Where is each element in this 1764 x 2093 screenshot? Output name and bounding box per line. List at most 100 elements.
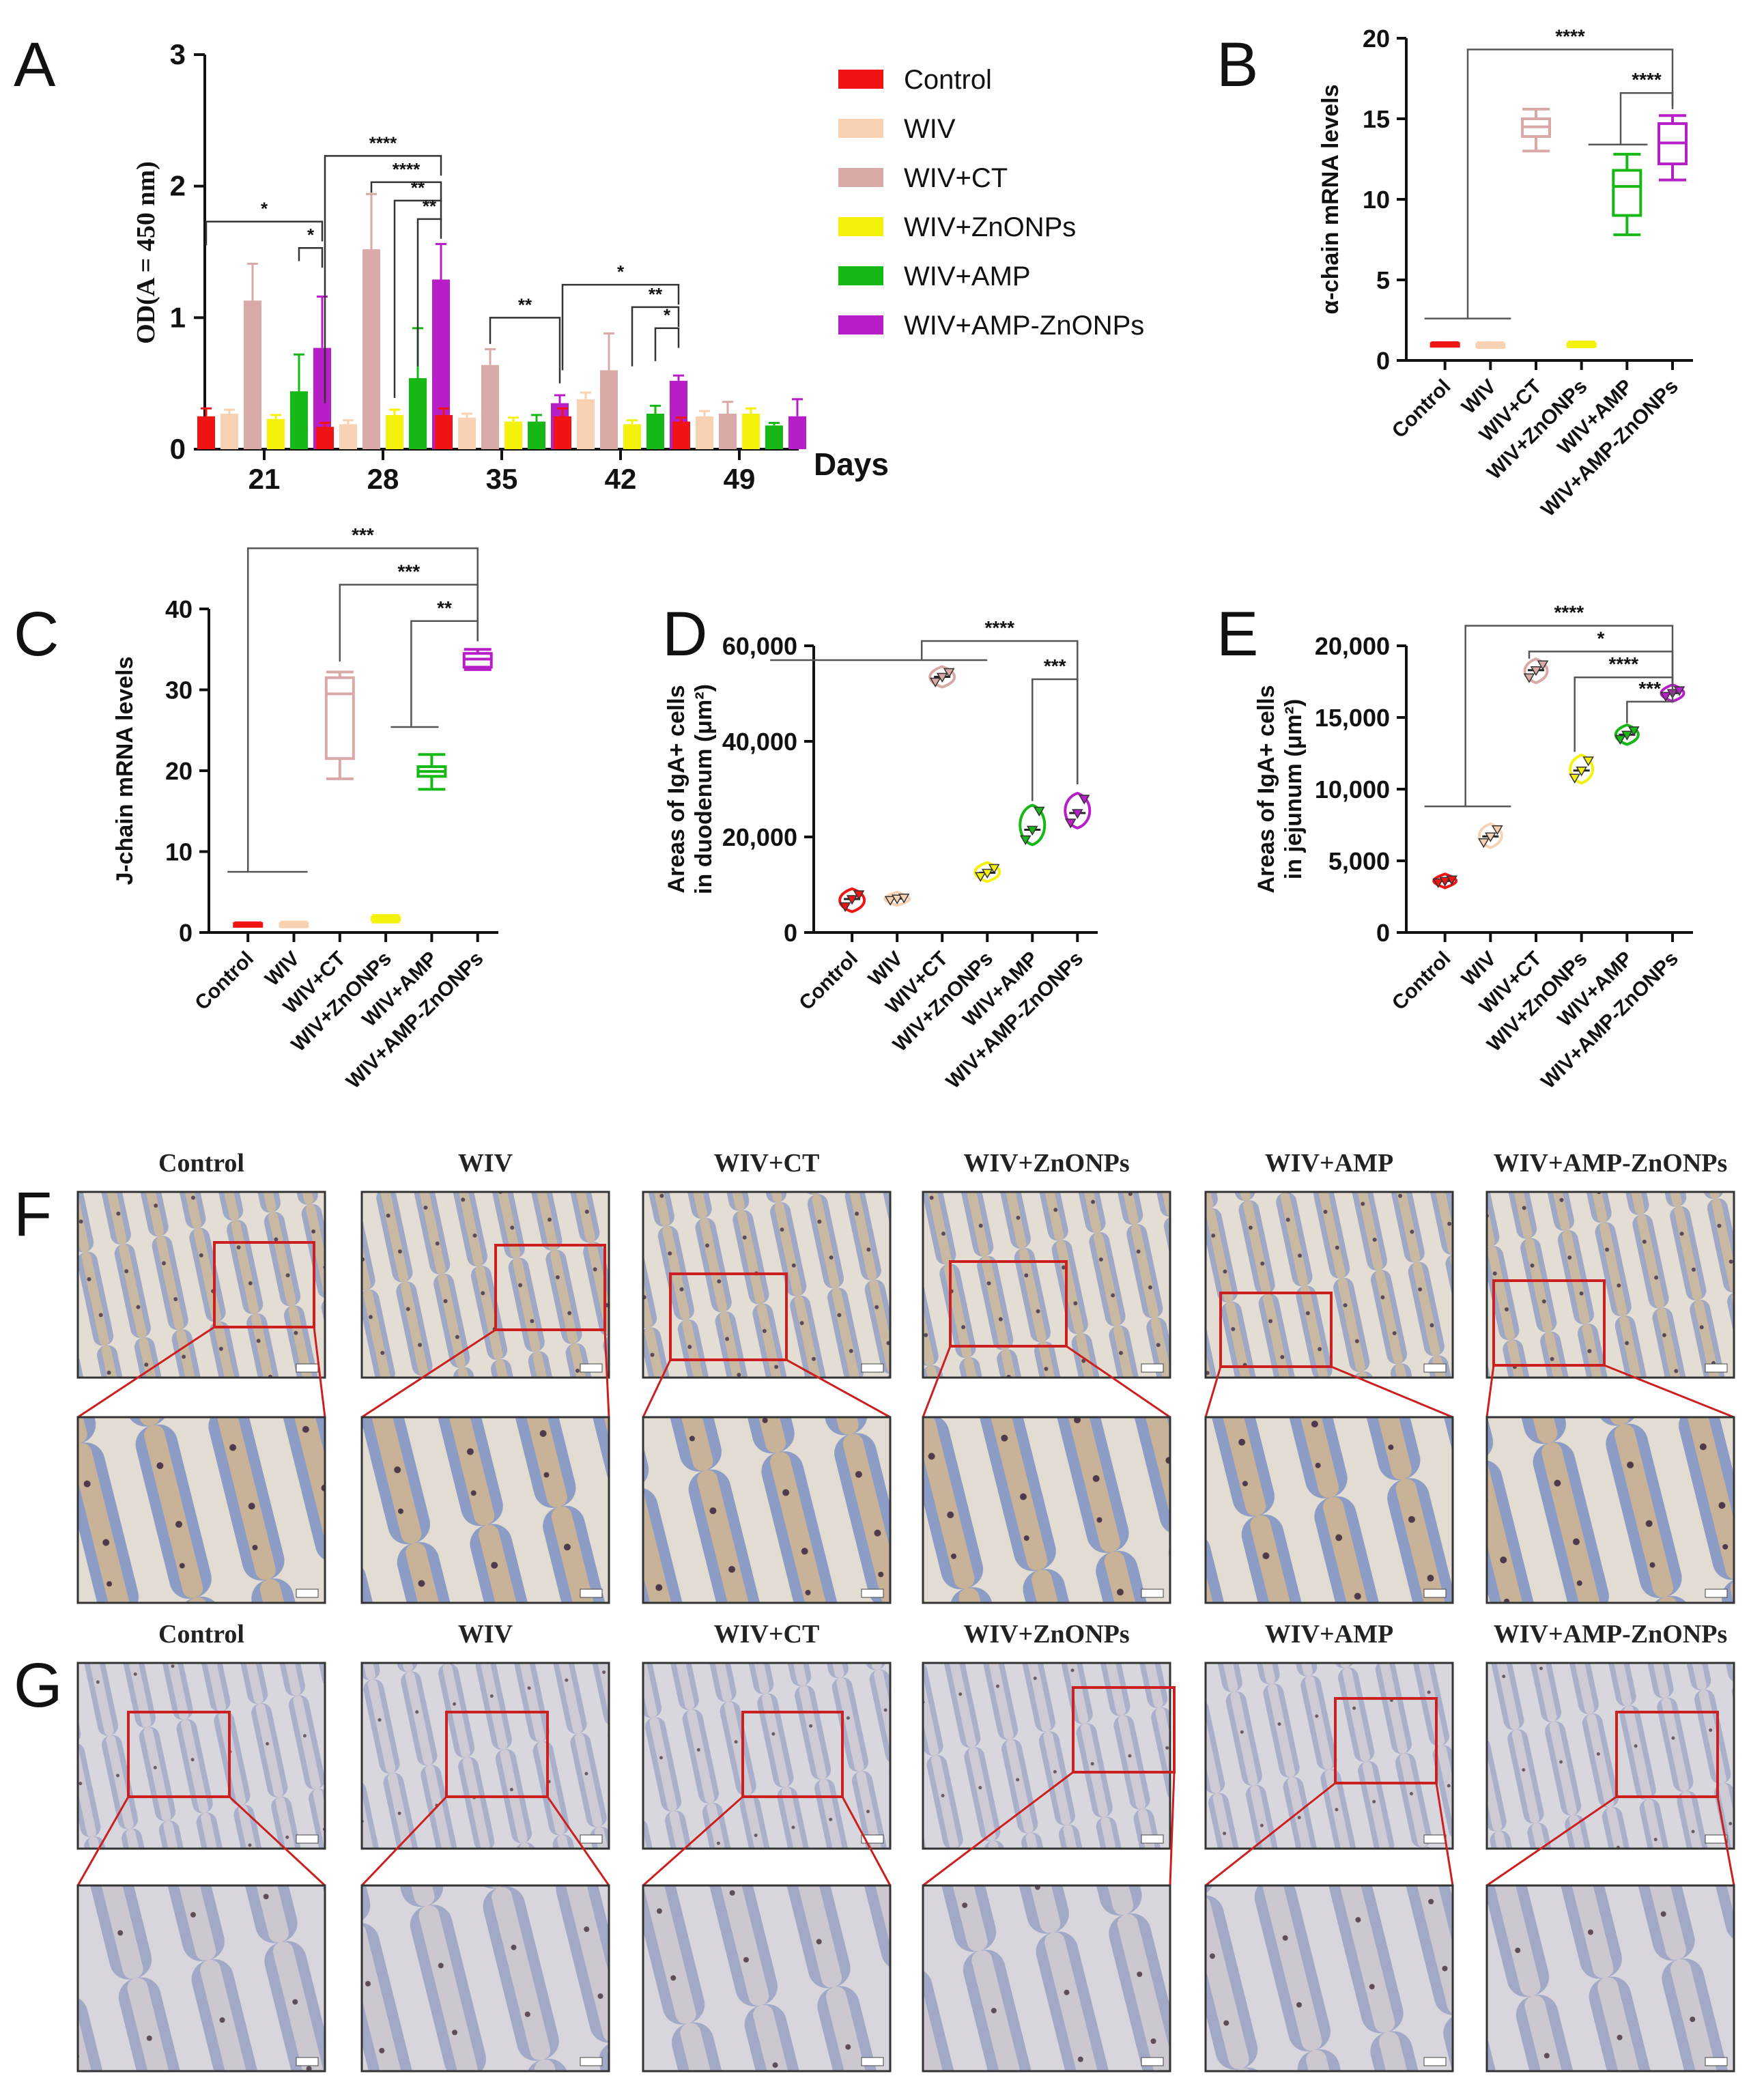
significance-label: ****: [1632, 69, 1662, 90]
histology-overview-image: [642, 1191, 892, 1379]
data-point: [1026, 825, 1038, 836]
zoom-connector: [841, 1796, 892, 1886]
y-tick-label: 20: [165, 757, 193, 785]
histology-group-title: Control: [158, 1620, 244, 1649]
scale-bar: [580, 1834, 603, 1844]
zoom-connector: [922, 1771, 1074, 1887]
legend-label: Control: [904, 65, 992, 95]
bar: [362, 249, 380, 449]
y-tick-label: 0: [784, 919, 797, 947]
legend-label: WIV: [904, 114, 956, 144]
significance-label: ***: [1044, 655, 1066, 677]
legend-swatch: [838, 119, 883, 138]
significance-label: *: [307, 225, 315, 245]
x-tick-label: 21: [248, 463, 281, 495]
scale-bar: [1423, 1834, 1447, 1844]
zoom-region-box: [1334, 1697, 1438, 1784]
y-axis-label: Areas of IgA+ cells: [1253, 685, 1279, 893]
data-point: [1660, 692, 1672, 702]
significance-label: **: [423, 196, 437, 216]
data-point: [898, 894, 910, 904]
x-axis-label: Days: [814, 446, 889, 482]
y-tick-label: 15,000: [1315, 704, 1390, 732]
data-point: [1492, 825, 1503, 836]
histology-zoom-image: [922, 1416, 1171, 1604]
histology-overview-image: [1485, 1191, 1735, 1379]
scale-bar: [580, 2057, 603, 2066]
significance-bracket: [1464, 625, 1674, 807]
bar: [623, 424, 641, 449]
significance-bracket: [1574, 676, 1674, 752]
histology-overview-image: [360, 1191, 610, 1379]
y-axis-label: OD(A = 450 nm): [132, 161, 160, 344]
zoom-region-box: [1492, 1279, 1606, 1367]
zoom-region-box: [1219, 1292, 1333, 1368]
significance-bracket: [416, 218, 442, 367]
box-body: [324, 676, 355, 760]
scale-bar: [580, 1589, 603, 1598]
data-point: [1064, 818, 1077, 829]
zoom-region-box: [741, 1711, 844, 1798]
y-tick-label: 1: [170, 301, 186, 333]
legend-swatch: [838, 315, 883, 334]
histology-overview-image: [1204, 1191, 1454, 1379]
data-point: [1523, 673, 1535, 683]
bar: [339, 424, 357, 449]
y-axis-label: J-chain mRNA levels: [112, 656, 138, 885]
scale-bar: [1141, 1834, 1164, 1844]
histology-zoom-image: [1485, 1884, 1735, 2073]
bar: [742, 413, 760, 449]
bar: [267, 418, 285, 449]
panel-label-b: B: [1217, 30, 1258, 100]
x-tick-label: Control: [1388, 375, 1455, 443]
data-point: [974, 872, 986, 882]
y-tick-label: 3: [170, 38, 186, 70]
significance-bracket: [1528, 651, 1674, 683]
data-point: [1033, 806, 1045, 816]
legend-label: WIV+ZnONPs: [904, 212, 1076, 242]
data-point: [1576, 766, 1587, 777]
zoom-connector: [228, 1795, 326, 1887]
significance-bracket: [339, 584, 479, 662]
significance-label: **: [411, 177, 425, 198]
bar: [646, 413, 664, 449]
zoom-connector: [1204, 1366, 1222, 1418]
panel-a-legend: Control WIV WIV+CT WIV+ZnONPs WIV+AMP WIV+AMP…: [838, 65, 1144, 341]
data-point: [1432, 878, 1444, 888]
panel-label-c: C: [14, 599, 59, 669]
y-axis-label: Areas of IgA+ cells: [664, 685, 689, 893]
data-point: [1569, 773, 1580, 784]
legend-label: WIV+AMP: [904, 261, 1031, 291]
x-tick-label: Control: [1388, 948, 1455, 1015]
data-point: [1078, 795, 1090, 805]
data-point: [891, 894, 903, 905]
zoom-connector: [1435, 1782, 1454, 1886]
scale-bar: [296, 1589, 319, 1598]
legend-swatch: [838, 266, 883, 285]
significance-label: ****: [984, 617, 1014, 638]
panel-label-a: A: [14, 30, 56, 100]
histology-overview-image: [642, 1662, 892, 1850]
legend-swatch: [838, 70, 883, 89]
histology-group-title: WIV+CT: [714, 1149, 820, 1178]
significance-bracket: [393, 199, 442, 398]
zoom-connector: [1604, 1364, 1735, 1419]
data-point: [1582, 756, 1594, 767]
bar: [409, 378, 427, 449]
zoom-connector: [313, 1326, 326, 1418]
data-point: [1673, 686, 1685, 696]
x-tick-label: Control: [190, 948, 258, 1015]
scale-bar: [861, 1589, 884, 1598]
scale-bar: [296, 1363, 319, 1373]
bar: [765, 425, 783, 449]
bar: [435, 414, 453, 449]
histology-overview-image: [76, 1662, 326, 1850]
histology-overview-image: [360, 1662, 610, 1850]
zoom-region-box: [669, 1272, 788, 1361]
histology-zoom-image: [1485, 1416, 1735, 1604]
zoom-connector: [76, 1796, 130, 1886]
histology-overview-image: [1485, 1662, 1735, 1850]
significance-label: *: [617, 261, 625, 282]
